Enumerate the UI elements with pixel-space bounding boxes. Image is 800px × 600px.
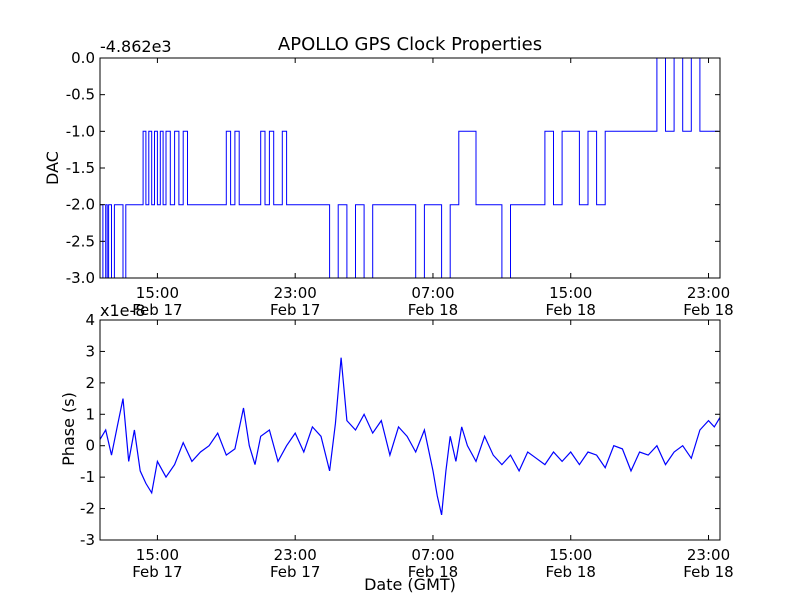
plot-frame [99,319,721,541]
x-tick-date-label: Feb 17 [132,301,182,319]
x-tick-label: 23:00 [274,546,317,564]
phase-series-line [100,357,720,516]
x-tick-date-label: Feb 17 [270,563,320,581]
y-tick-label: 3 [85,342,95,360]
x-tick-date-label: Feb 18 [546,301,596,319]
y-tick-label: 0 [85,437,95,455]
x-tick-label: 23:00 [687,284,730,302]
y-tick-label: 0.0 [71,49,95,67]
x-tick-date-label: Feb 17 [270,301,320,319]
x-tick-date-label: Feb 18 [683,301,733,319]
figure-title: APOLLO GPS Clock Properties [278,34,542,55]
x-tick-date-label: Feb 18 [408,563,458,581]
x-tick-label: 23:00 [274,284,317,302]
y-tick-label: -0.5 [66,86,95,104]
y-tick-label: -1.5 [66,159,95,177]
x-tick-date-label: Feb 18 [546,563,596,581]
x-tick-label: 15:00 [136,284,179,302]
y-tick-label: 1 [85,405,95,423]
y-tick-label: -1 [80,468,95,486]
x-tick-date-label: Feb 18 [408,301,458,319]
y-tick-label: 4 [85,311,95,329]
x-tick-label: 15:00 [549,546,592,564]
y-tick-label: 2 [85,374,95,392]
dac-offset-label: -4.862e3 [100,37,172,56]
x-tick-label: 23:00 [687,546,730,564]
figure-xlabel: Date (GMT) [364,575,456,594]
y-tick-label: -2 [80,500,95,518]
x-tick-label: 15:00 [549,284,592,302]
y-tick-label: -3.0 [66,269,95,287]
phase-ylabel: Phase (s) [59,392,78,466]
x-tick-date-label: Feb 18 [683,563,733,581]
y-tick-label: -3 [80,531,95,549]
dac-ylabel: DAC [43,151,62,185]
dac-series-line [100,58,719,278]
x-tick-label: 07:00 [411,546,454,564]
x-tick-date-label: Feb 17 [132,563,182,581]
y-tick-label: -2.0 [66,196,95,214]
phase-offset-label: x1e-8 [100,301,145,320]
x-tick-label: 15:00 [136,546,179,564]
y-tick-label: -1.0 [66,122,95,140]
x-tick-label: 07:00 [411,284,454,302]
y-tick-label: -2.5 [66,232,95,250]
